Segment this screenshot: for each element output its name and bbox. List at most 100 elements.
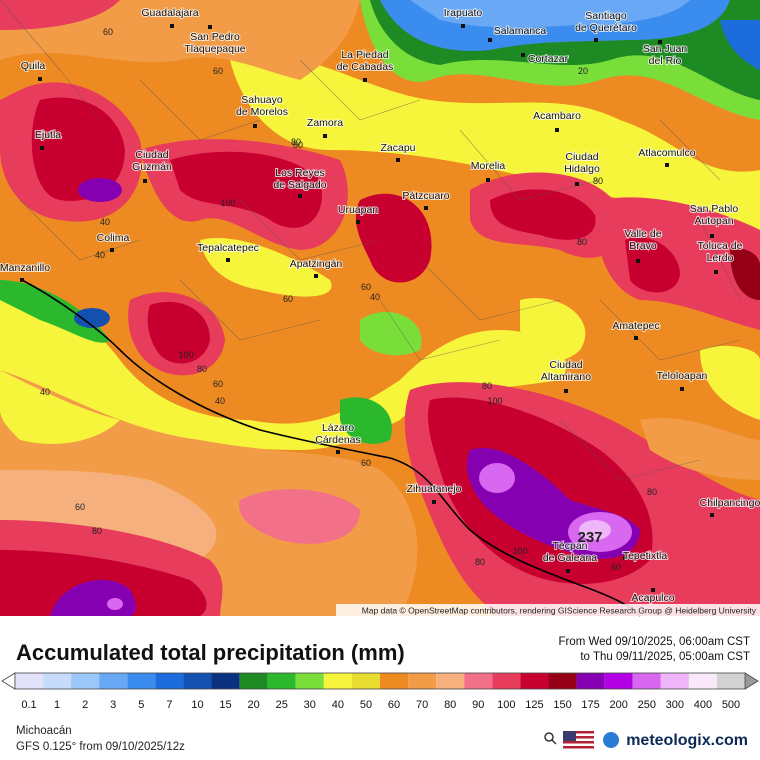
scale-label: 40 <box>332 699 344 711</box>
city-label: Tlaquepaque <box>184 43 245 55</box>
contour-label: 60 <box>213 66 223 76</box>
city-marker <box>208 25 212 29</box>
scale-label: 0.1 <box>21 699 36 711</box>
city-marker <box>40 146 44 150</box>
scale-label: 2 <box>82 699 88 711</box>
region: Michoacán <box>16 725 72 737</box>
scale-border <box>14 672 746 690</box>
city-label: Lerdo <box>707 252 734 264</box>
scale-swatch <box>155 673 184 689</box>
scale-arrow-left <box>1 672 16 690</box>
city-label: Técpan <box>552 540 587 552</box>
city-label: Atlacomulco <box>638 147 695 159</box>
scale-swatch <box>380 673 409 689</box>
contour-label: 80 <box>577 237 587 247</box>
city-marker <box>336 450 340 454</box>
scale-label: 125 <box>525 699 543 711</box>
scale-label: 20 <box>248 699 260 711</box>
city-label: Sahuayo <box>241 94 283 106</box>
scale-swatch <box>183 673 212 689</box>
city-marker <box>555 128 559 132</box>
city-marker <box>323 134 327 138</box>
city-marker <box>424 206 428 210</box>
scale-label: 60 <box>388 699 400 711</box>
city-label: San Juan <box>643 43 688 55</box>
city-label: Zacapu <box>380 142 415 154</box>
city-label: Ciudad <box>565 151 598 163</box>
scale-label: 15 <box>219 699 231 711</box>
search-icon[interactable] <box>544 732 557 745</box>
contour-label: 60 <box>75 502 85 512</box>
scale-swatch <box>127 673 156 689</box>
scale-swatch <box>464 673 493 689</box>
city-marker <box>461 24 465 28</box>
city-label: Manzanillo <box>0 262 50 274</box>
city-marker <box>396 158 400 162</box>
city-marker <box>143 179 147 183</box>
period-to: to Thu 09/11/2025, 05:00am CST <box>580 651 750 663</box>
contour-label: 100 <box>487 396 502 406</box>
city-label: Amatepec <box>612 320 659 332</box>
brand[interactable]: meteologix.com <box>626 732 748 749</box>
city-marker <box>651 588 655 592</box>
city-label: Tepetixtla <box>623 550 668 562</box>
city-label: Chilpancingo <box>700 497 760 509</box>
scale-label: 3 <box>110 699 116 711</box>
scale-swatch <box>548 673 577 689</box>
city-marker <box>636 259 640 263</box>
contour-label: 60 <box>361 458 371 468</box>
city-label: de Salgado <box>273 179 326 191</box>
period-from: From Wed 09/10/2025, 06:00am CST <box>558 636 750 648</box>
city-marker <box>623 556 627 560</box>
scale-swatch <box>211 673 240 689</box>
contour-label: 60 <box>283 294 293 304</box>
scale-swatch <box>14 673 44 689</box>
city-marker <box>356 220 360 224</box>
city-marker <box>575 182 579 186</box>
city-label: Lázaro <box>322 422 354 434</box>
city-label: Altamirano <box>541 371 591 383</box>
city-marker <box>521 53 525 57</box>
model-info: GFS 0.125° from 09/10/2025/12z <box>16 741 185 753</box>
contour-label: 60 <box>361 282 371 292</box>
contour-label: 40 <box>215 396 225 406</box>
contour-label: 100 <box>512 546 527 556</box>
contour-label: 80 <box>482 381 492 391</box>
city-marker <box>170 24 174 28</box>
contour-label: 60 <box>213 379 223 389</box>
scale-label: 30 <box>304 699 316 711</box>
scale-label: 90 <box>472 699 484 711</box>
city-label: Cárdenas <box>315 434 361 446</box>
scale-label: 1 <box>54 699 60 711</box>
city-label: del Rio <box>649 55 682 67</box>
city-marker <box>566 569 570 573</box>
scale-label: 500 <box>722 699 740 711</box>
city-marker <box>432 500 436 504</box>
city-label: Autopan <box>694 215 733 227</box>
city-marker <box>298 194 302 198</box>
city-label: Guadalajara <box>141 7 198 19</box>
scale-swatch <box>660 673 689 689</box>
scale-swatch <box>408 673 437 689</box>
city-label: Cortazar <box>528 53 569 65</box>
city-label: de Morelos <box>236 106 288 118</box>
contour-label: 100 <box>178 350 193 360</box>
max-label: 237 <box>577 529 602 546</box>
city-label: de Galeana <box>543 552 597 564</box>
contour-label: 100 <box>220 198 235 208</box>
city-label: Hidalgo <box>564 163 600 175</box>
city-label: Pátzcuaro <box>402 190 449 202</box>
city-label: Guzmán <box>132 161 172 173</box>
city-label: Bravo <box>629 240 657 252</box>
city-marker <box>594 38 598 42</box>
city-marker <box>38 77 42 81</box>
scale-label: 150 <box>553 699 571 711</box>
flag-icon[interactable] <box>563 731 594 750</box>
city-label: Acambaro <box>533 110 581 122</box>
scale-swatch <box>99 673 128 689</box>
city-label: San Pedro <box>190 31 240 43</box>
city-marker <box>363 78 367 82</box>
